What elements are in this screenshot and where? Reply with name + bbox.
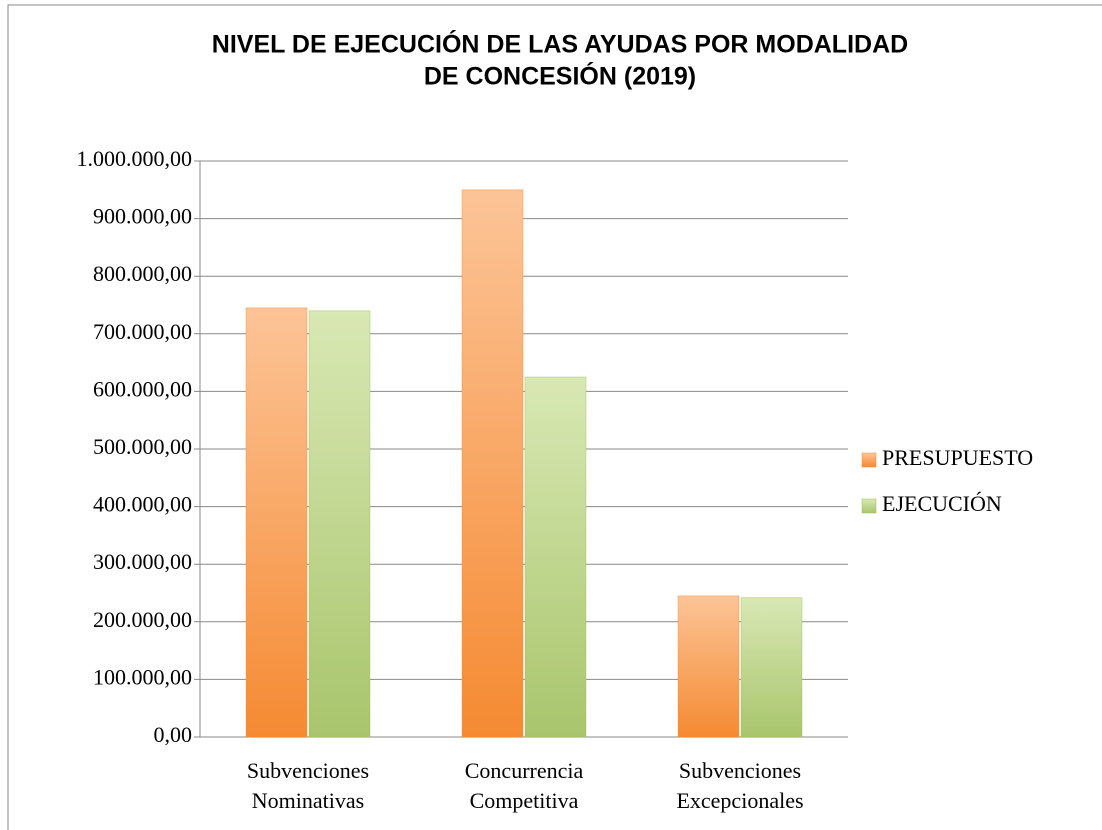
x-tick-label: Competitiva bbox=[470, 788, 579, 813]
chart-border bbox=[7, 4, 1102, 830]
bar bbox=[245, 307, 308, 738]
x-tick-label: Nominativas bbox=[252, 788, 364, 813]
legend-swatch bbox=[861, 452, 877, 468]
legend-label: EJECUCIÓN bbox=[882, 491, 1002, 516]
y-tick-label: 0,00 bbox=[154, 722, 193, 747]
legend-swatch bbox=[861, 498, 877, 514]
bar bbox=[461, 189, 524, 738]
bar bbox=[740, 597, 803, 738]
y-tick-label: 900.000,00 bbox=[93, 204, 192, 229]
x-tick-label: Subvenciones bbox=[679, 758, 801, 783]
y-tick-label: 800.000,00 bbox=[93, 261, 192, 286]
y-tick-label: 600.000,00 bbox=[93, 376, 192, 401]
bar bbox=[524, 376, 587, 738]
chart-title: DE CONCESIÓN (2019) bbox=[424, 61, 696, 91]
legend-label: PRESUPUESTO bbox=[882, 445, 1033, 470]
y-tick-label: 100.000,00 bbox=[93, 664, 192, 689]
x-tick-label: Subvenciones bbox=[247, 758, 369, 783]
y-tick-label: 300.000,00 bbox=[93, 549, 192, 574]
y-tick-label: 500.000,00 bbox=[93, 434, 192, 459]
y-tick-label: 400.000,00 bbox=[93, 492, 192, 517]
y-tick-label: 200.000,00 bbox=[93, 607, 192, 632]
y-tick-label: 1.000.000,00 bbox=[77, 146, 193, 171]
chart-title: NIVEL DE EJECUCIÓN DE LAS AYUDAS POR MOD… bbox=[212, 29, 908, 59]
y-tick-label: 700.000,00 bbox=[93, 319, 192, 344]
x-tick-label: Excepcionales bbox=[676, 788, 803, 813]
bar bbox=[308, 310, 371, 738]
bar bbox=[677, 595, 740, 738]
x-tick-label: Concurrencia bbox=[465, 758, 584, 783]
